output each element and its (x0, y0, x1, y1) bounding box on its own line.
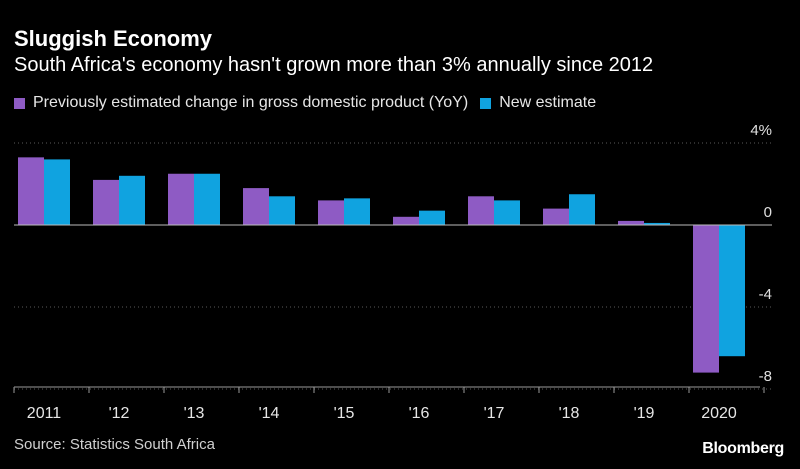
x-tick-label: '14 (259, 405, 280, 422)
bar-previous (693, 225, 719, 373)
x-tick-label: '12 (109, 405, 130, 422)
bar-previous (168, 173, 194, 225)
y-tick-label: 0 (764, 204, 772, 221)
bar-new (719, 225, 745, 357)
bar-new (344, 198, 370, 225)
source-note: Source: Statistics South Africa (14, 436, 215, 453)
bar-new (569, 194, 595, 225)
x-tick-label: '15 (334, 405, 355, 422)
legend-item-previous: Previously estimated change in gross dom… (14, 94, 468, 112)
bar-previous (618, 220, 644, 225)
x-tick-label: '19 (634, 405, 655, 422)
bar-previous (393, 216, 419, 225)
chart-subtitle: South Africa's economy hasn't grown more… (14, 54, 654, 76)
bar-previous (18, 157, 44, 225)
x-tick-label: '16 (409, 405, 430, 422)
bar-previous (468, 196, 494, 225)
bloomberg-logo: Bloomberg (702, 440, 784, 457)
bar-previous (243, 188, 269, 225)
chart-title: Sluggish Economy (14, 26, 213, 51)
y-tick-label: 4% (750, 122, 772, 139)
bar-new (194, 173, 220, 225)
legend-label-previous: Previously estimated change in gross dom… (33, 94, 469, 111)
bar-new (44, 159, 70, 225)
legend-swatch-new (480, 97, 492, 109)
bar-new (119, 175, 145, 225)
legend-label-new: New estimate (499, 94, 597, 111)
x-tick-label: '17 (484, 405, 505, 422)
x-tick-label: '18 (559, 405, 580, 422)
y-tick-label: -4 (759, 286, 772, 303)
legend: Previously estimated change in gross dom… (14, 94, 608, 112)
x-tick-label: '13 (184, 405, 205, 422)
x-tick-label: 2020 (701, 405, 737, 422)
y-tick-label: -8 (759, 368, 772, 385)
legend-item-new: New estimate (480, 94, 596, 112)
bar-new (419, 210, 445, 225)
bar-new (494, 200, 520, 225)
bar-previous (543, 208, 569, 225)
bar-new (644, 222, 670, 225)
bar-previous (318, 200, 344, 225)
legend-swatch-previous (14, 97, 25, 109)
bar-new (269, 196, 295, 225)
x-tick-label: 2011 (27, 405, 62, 422)
bar-previous (93, 179, 119, 225)
